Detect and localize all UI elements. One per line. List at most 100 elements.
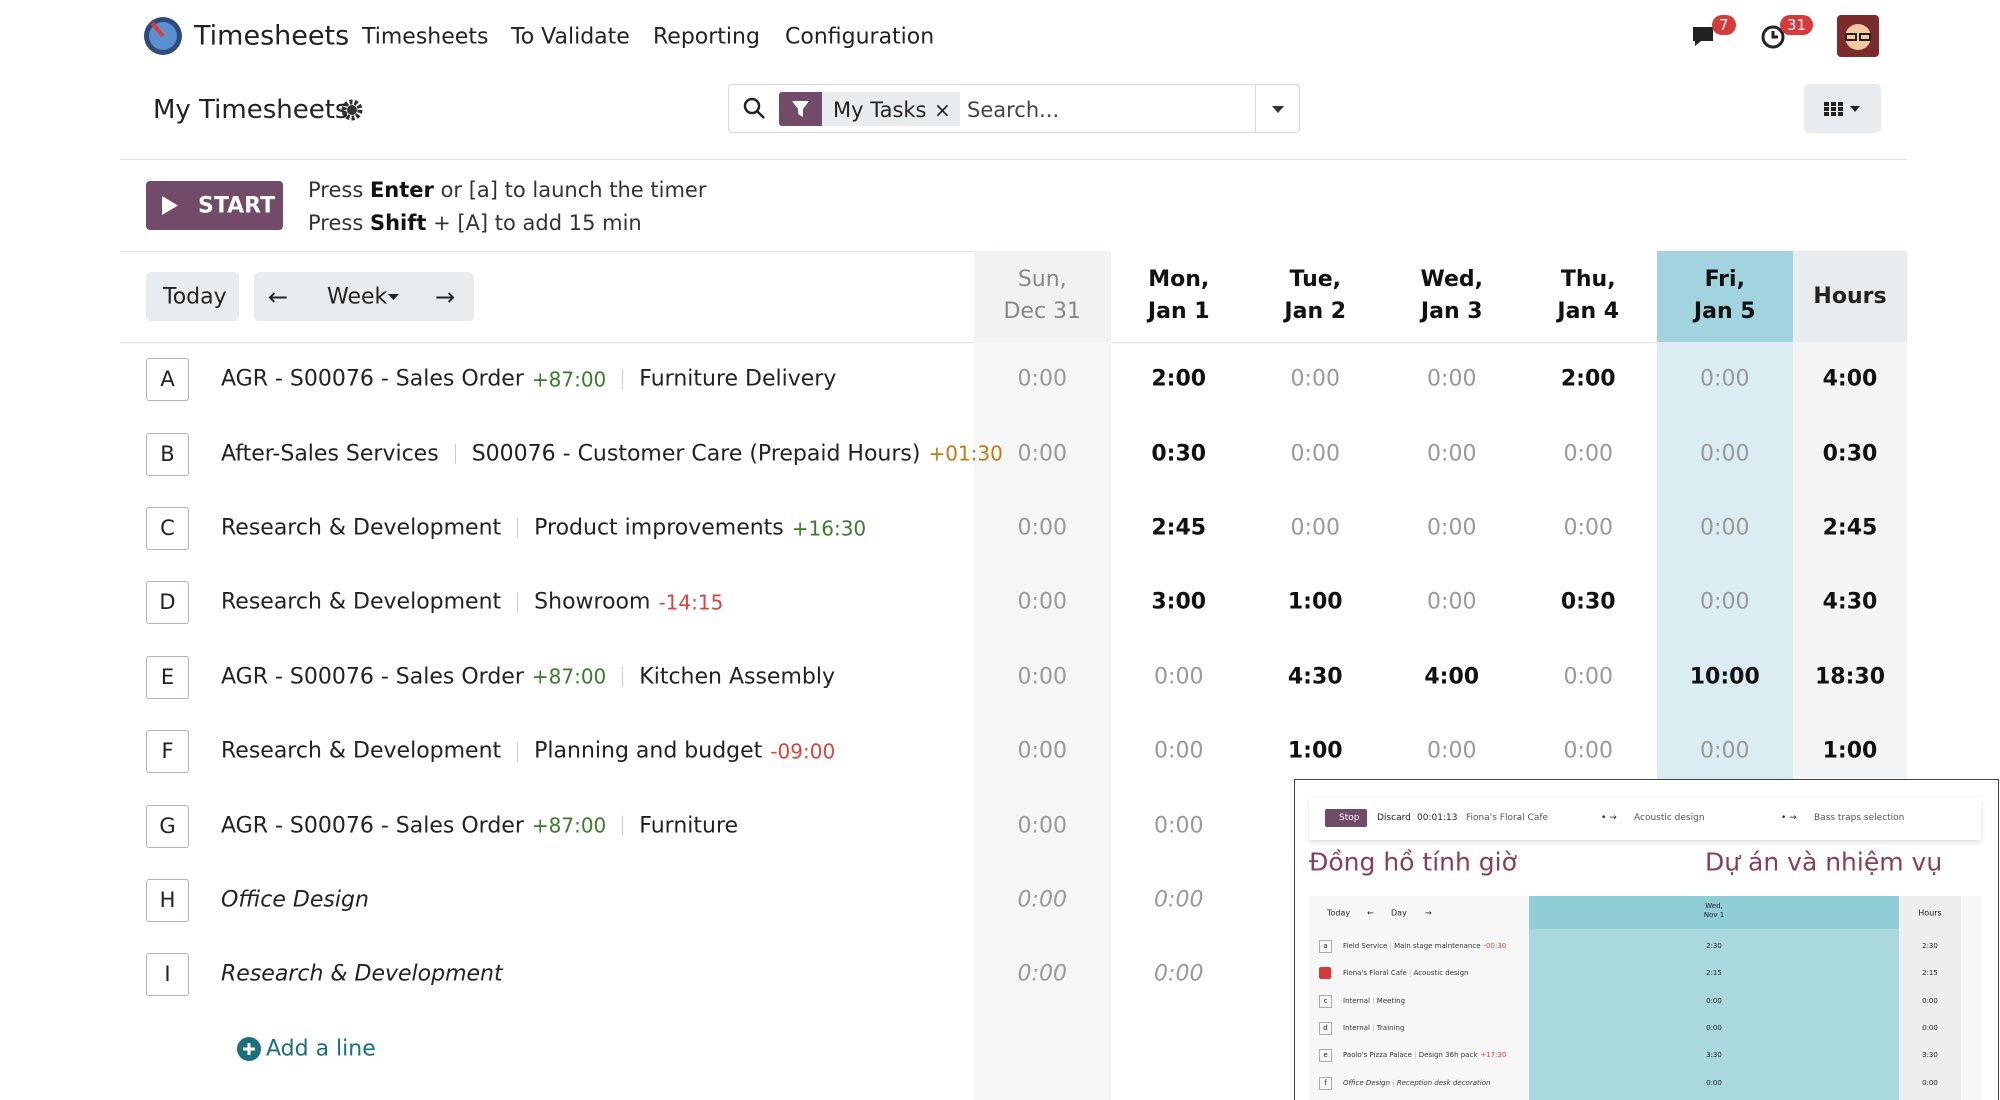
today-button[interactable]: Today	[146, 272, 239, 321]
cell[interactable]: 3:00	[1151, 589, 1207, 615]
facet-remove[interactable]: ×	[934, 98, 951, 122]
cell[interactable]: 0:00	[1290, 515, 1340, 541]
cell[interactable]: 2:00	[1560, 366, 1616, 392]
page-title: My Timesheets	[153, 95, 349, 125]
app-logo[interactable]	[142, 15, 184, 57]
cell[interactable]: 0:00	[1563, 515, 1613, 541]
activities-icon[interactable]	[1760, 22, 1790, 52]
cell[interactable]: 0:00	[1427, 441, 1477, 467]
cell[interactable]: 4:00	[1424, 664, 1480, 690]
period-select[interactable]: Week	[327, 284, 388, 310]
cell[interactable]: 0:00	[1017, 813, 1067, 839]
separator	[622, 666, 624, 687]
settings-icon[interactable]	[341, 99, 363, 121]
row-key[interactable]: D	[146, 581, 189, 625]
cell[interactable]: 0:00	[1017, 515, 1067, 541]
row-label[interactable]: Research & Development Product improvemen…	[221, 516, 866, 541]
cell[interactable]: 0:00	[1154, 813, 1204, 839]
cell[interactable]: 0:30	[1151, 441, 1207, 467]
cell[interactable]: 0:00	[1700, 738, 1750, 764]
cell[interactable]: 0:00	[1700, 515, 1750, 541]
cell[interactable]: 1:00	[1287, 589, 1343, 615]
cell[interactable]: 0:00	[1427, 738, 1477, 764]
add-line[interactable]: Add a line	[266, 1036, 376, 1062]
search-input[interactable]: Search...	[967, 98, 1060, 122]
row-key[interactable]: A	[146, 358, 189, 402]
badge: 31	[1780, 15, 1814, 35]
row-label[interactable]: After-Sales Services S00076 - Customer Ca…	[221, 441, 1003, 466]
cell[interactable]: 0:00	[1427, 515, 1477, 541]
cell[interactable]: 0:00	[1154, 738, 1204, 764]
cell[interactable]: 0:00	[1154, 887, 1204, 913]
cell[interactable]: 0:00	[1017, 961, 1067, 987]
start-button[interactable]: START	[146, 181, 283, 230]
separator	[622, 815, 624, 836]
cell[interactable]: 0:00	[1017, 887, 1067, 913]
menu-item[interactable]: Configuration	[785, 24, 935, 50]
task: Kitchen Assembly	[639, 664, 835, 690]
hint-part: Press	[308, 211, 370, 235]
inset-task: Acoustic design	[1413, 969, 1469, 978]
inset-project: Paolo's Pizza Palace	[1343, 1051, 1412, 1060]
row-label[interactable]: Research & Development	[221, 962, 503, 987]
cell[interactable]: 0:00	[1563, 738, 1613, 764]
app-name[interactable]: Timesheets	[194, 20, 350, 52]
hint-part: + [A] to add 15 min	[426, 211, 642, 235]
cell[interactable]: 0:00	[1154, 664, 1204, 690]
cell[interactable]: 0:00	[1017, 664, 1067, 690]
row-key[interactable]: H	[146, 879, 189, 922]
cell[interactable]: 1:00	[1287, 738, 1343, 764]
cell[interactable]: 2:45	[1151, 515, 1207, 541]
inset-arrow: • →	[1601, 813, 1617, 823]
row-label[interactable]: Research & Development Planning and budge…	[221, 739, 835, 764]
cell[interactable]: 0:00	[1563, 664, 1613, 690]
inset-separator: |	[1369, 1023, 1377, 1032]
row-key[interactable]: F	[146, 730, 189, 774]
project: After-Sales Services	[221, 441, 439, 467]
cell[interactable]: 10:00	[1689, 664, 1760, 690]
messages-icon[interactable]	[1690, 22, 1722, 52]
row-key[interactable]: I	[146, 953, 189, 997]
row-key[interactable]: C	[146, 507, 189, 550]
cell[interactable]: 0:00	[1700, 366, 1750, 392]
row-label[interactable]: Office Design	[221, 888, 369, 913]
cell[interactable]: 0:00	[1700, 441, 1750, 467]
cell[interactable]: 0:00	[1290, 441, 1340, 467]
row-key[interactable]: B	[146, 432, 189, 476]
cell[interactable]: 0:00	[1563, 441, 1613, 467]
cell[interactable]: 2:00	[1151, 366, 1207, 392]
menu-item[interactable]: Timesheets	[362, 24, 489, 50]
cell[interactable]: 0:00	[1700, 589, 1750, 615]
row-key[interactable]: E	[146, 655, 189, 699]
cell[interactable]: 0:00	[1017, 441, 1067, 467]
column-header: Wed, Jan 3	[1383, 251, 1520, 342]
view-switcher[interactable]	[1804, 84, 1881, 133]
prev-button[interactable]: ←	[268, 283, 289, 311]
add-icon[interactable]	[237, 1037, 261, 1061]
cell[interactable]: 4:30	[1287, 664, 1343, 690]
inset-total: 0:00	[1922, 996, 1938, 1005]
row-key[interactable]: G	[146, 804, 189, 848]
facet-label: My Tasks	[833, 98, 927, 122]
period-nav: ← Week →	[254, 272, 474, 321]
cell[interactable]: 0:00	[1427, 366, 1477, 392]
cell[interactable]: 0:00	[1017, 738, 1067, 764]
inset-project: Internal	[1343, 996, 1370, 1005]
inset-task-delta: -00:30	[1483, 942, 1507, 950]
cell[interactable]: 0:00	[1017, 366, 1067, 392]
cell[interactable]: 0:00	[1427, 589, 1477, 615]
menu-item[interactable]: To Validate	[511, 24, 630, 50]
cell[interactable]: 0:00	[1154, 961, 1204, 987]
cell[interactable]: 0:30	[1560, 589, 1616, 615]
row-label[interactable]: AGR - S00076 - Sales Order +87:00 Furnitur…	[221, 813, 738, 838]
cell[interactable]: 0:00	[1290, 366, 1340, 392]
search-toggle[interactable]	[1255, 84, 1301, 133]
next-button[interactable]: →	[435, 283, 456, 311]
cell[interactable]: 0:00	[1017, 589, 1067, 615]
row-label[interactable]: AGR - S00076 - Sales Order +87:00 Furnitur…	[221, 367, 836, 392]
row-label[interactable]: AGR - S00076 - Sales Order +87:00 Kitchen …	[221, 664, 835, 689]
menu-item[interactable]: Reporting	[653, 24, 760, 50]
avatar[interactable]	[1837, 15, 1879, 57]
search-box[interactable]	[728, 84, 1300, 133]
row-label[interactable]: Research & Development Showroom -14:15	[221, 590, 723, 615]
